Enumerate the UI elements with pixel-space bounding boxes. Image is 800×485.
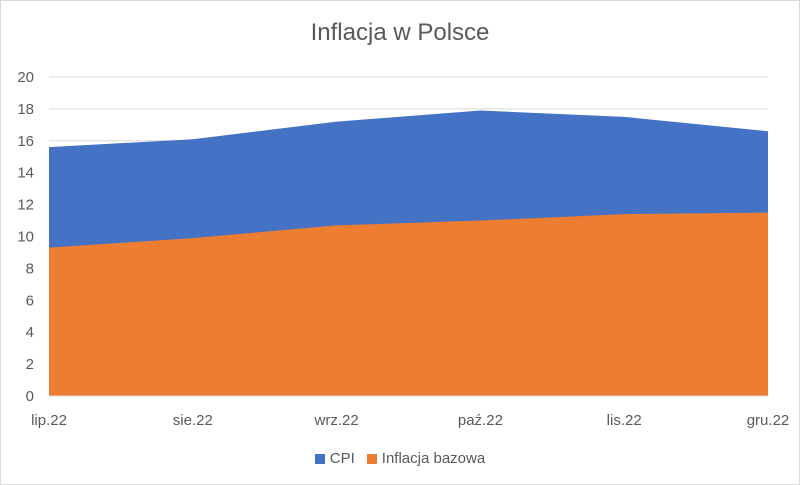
- legend-label-cpi: CPI: [329, 450, 355, 467]
- y-tick-label: 6: [26, 292, 34, 309]
- y-tick-label: 8: [26, 260, 34, 277]
- y-tick-label: 4: [26, 324, 34, 341]
- y-tick-label: 14: [17, 165, 34, 182]
- y-tick-label: 2: [26, 356, 34, 373]
- x-tick-label: wrz.22: [314, 412, 359, 429]
- legend-item-inflacja-bazowa: Inflacja bazowa: [366, 450, 486, 467]
- y-tick-label: 10: [17, 229, 34, 246]
- x-tick-label: sie.22: [173, 412, 213, 429]
- x-tick-label: paź.22: [458, 412, 503, 429]
- legend-label-inflacja-bazowa: Inflacja bazowa: [381, 450, 486, 467]
- x-tick-label: gru.22: [747, 412, 790, 429]
- area-series-inflacja-bazowa: [49, 212, 768, 396]
- x-tick-label: lip.22: [31, 412, 67, 429]
- legend-item-cpi: CPI: [314, 450, 355, 467]
- legend-swatch-cpi: [314, 453, 325, 464]
- y-tick-label: 18: [17, 101, 34, 118]
- y-tick-label: 20: [17, 69, 34, 86]
- y-tick-label: 0: [26, 388, 34, 405]
- chart-legend: CPI Inflacja bazowa: [1, 450, 799, 467]
- chart-title: Inflacja w Polsce: [310, 19, 490, 46]
- legend-swatch-inflacja-bazowa: [366, 453, 377, 464]
- x-tick-label: lis.22: [607, 412, 642, 429]
- y-tick-label: 16: [17, 133, 34, 150]
- y-tick-label: 12: [17, 197, 34, 214]
